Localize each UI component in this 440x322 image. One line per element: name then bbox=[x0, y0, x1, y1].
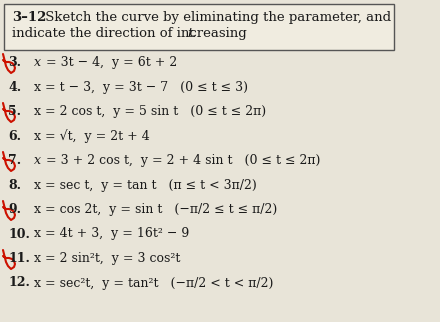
Text: indicate the direction of increasing: indicate the direction of increasing bbox=[12, 27, 251, 40]
Text: 11.: 11. bbox=[8, 252, 30, 265]
Text: x: x bbox=[34, 56, 41, 69]
Text: 6.: 6. bbox=[8, 129, 21, 143]
Text: 12.: 12. bbox=[8, 277, 30, 289]
Text: 8.: 8. bbox=[8, 178, 21, 192]
Text: 9.: 9. bbox=[8, 203, 21, 216]
Text: x = √t,  y = 2t + 4: x = √t, y = 2t + 4 bbox=[34, 129, 150, 143]
Text: 10.: 10. bbox=[8, 228, 30, 241]
Text: = 3t − 4,  y = 6t + 2: = 3t − 4, y = 6t + 2 bbox=[42, 56, 177, 69]
Text: .: . bbox=[192, 27, 196, 40]
Text: x = sec t,  y = tan t   (π ≤ t < 3π/2): x = sec t, y = tan t (π ≤ t < 3π/2) bbox=[34, 178, 257, 192]
Text: 5.: 5. bbox=[8, 105, 21, 118]
Text: x = 4t + 3,  y = 16t² − 9: x = 4t + 3, y = 16t² − 9 bbox=[34, 228, 189, 241]
Text: t: t bbox=[187, 27, 192, 40]
Text: 3–12: 3–12 bbox=[12, 11, 46, 24]
Text: x = 2 cos t,  y = 5 sin t   (0 ≤ t ≤ 2π): x = 2 cos t, y = 5 sin t (0 ≤ t ≤ 2π) bbox=[34, 105, 266, 118]
Text: = 3 + 2 cos t,  y = 2 + 4 sin t   (0 ≤ t ≤ 2π): = 3 + 2 cos t, y = 2 + 4 sin t (0 ≤ t ≤ … bbox=[42, 154, 320, 167]
Text: 7.: 7. bbox=[8, 154, 21, 167]
FancyBboxPatch shape bbox=[4, 4, 394, 50]
Text: 3.: 3. bbox=[8, 56, 21, 69]
Text: x = cos 2t,  y = sin t   (−π/2 ≤ t ≤ π/2): x = cos 2t, y = sin t (−π/2 ≤ t ≤ π/2) bbox=[34, 203, 277, 216]
Text: x: x bbox=[34, 154, 41, 167]
Text: x = t − 3,  y = 3t − 7   (0 ≤ t ≤ 3): x = t − 3, y = 3t − 7 (0 ≤ t ≤ 3) bbox=[34, 80, 248, 93]
Text: 4.: 4. bbox=[8, 80, 21, 93]
Text: Sketch the curve by eliminating the parameter, and: Sketch the curve by eliminating the para… bbox=[41, 11, 391, 24]
Text: x = 2 sin²t,  y = 3 cos²t: x = 2 sin²t, y = 3 cos²t bbox=[34, 252, 180, 265]
Text: x = sec²t,  y = tan²t   (−π/2 < t < π/2): x = sec²t, y = tan²t (−π/2 < t < π/2) bbox=[34, 277, 273, 289]
